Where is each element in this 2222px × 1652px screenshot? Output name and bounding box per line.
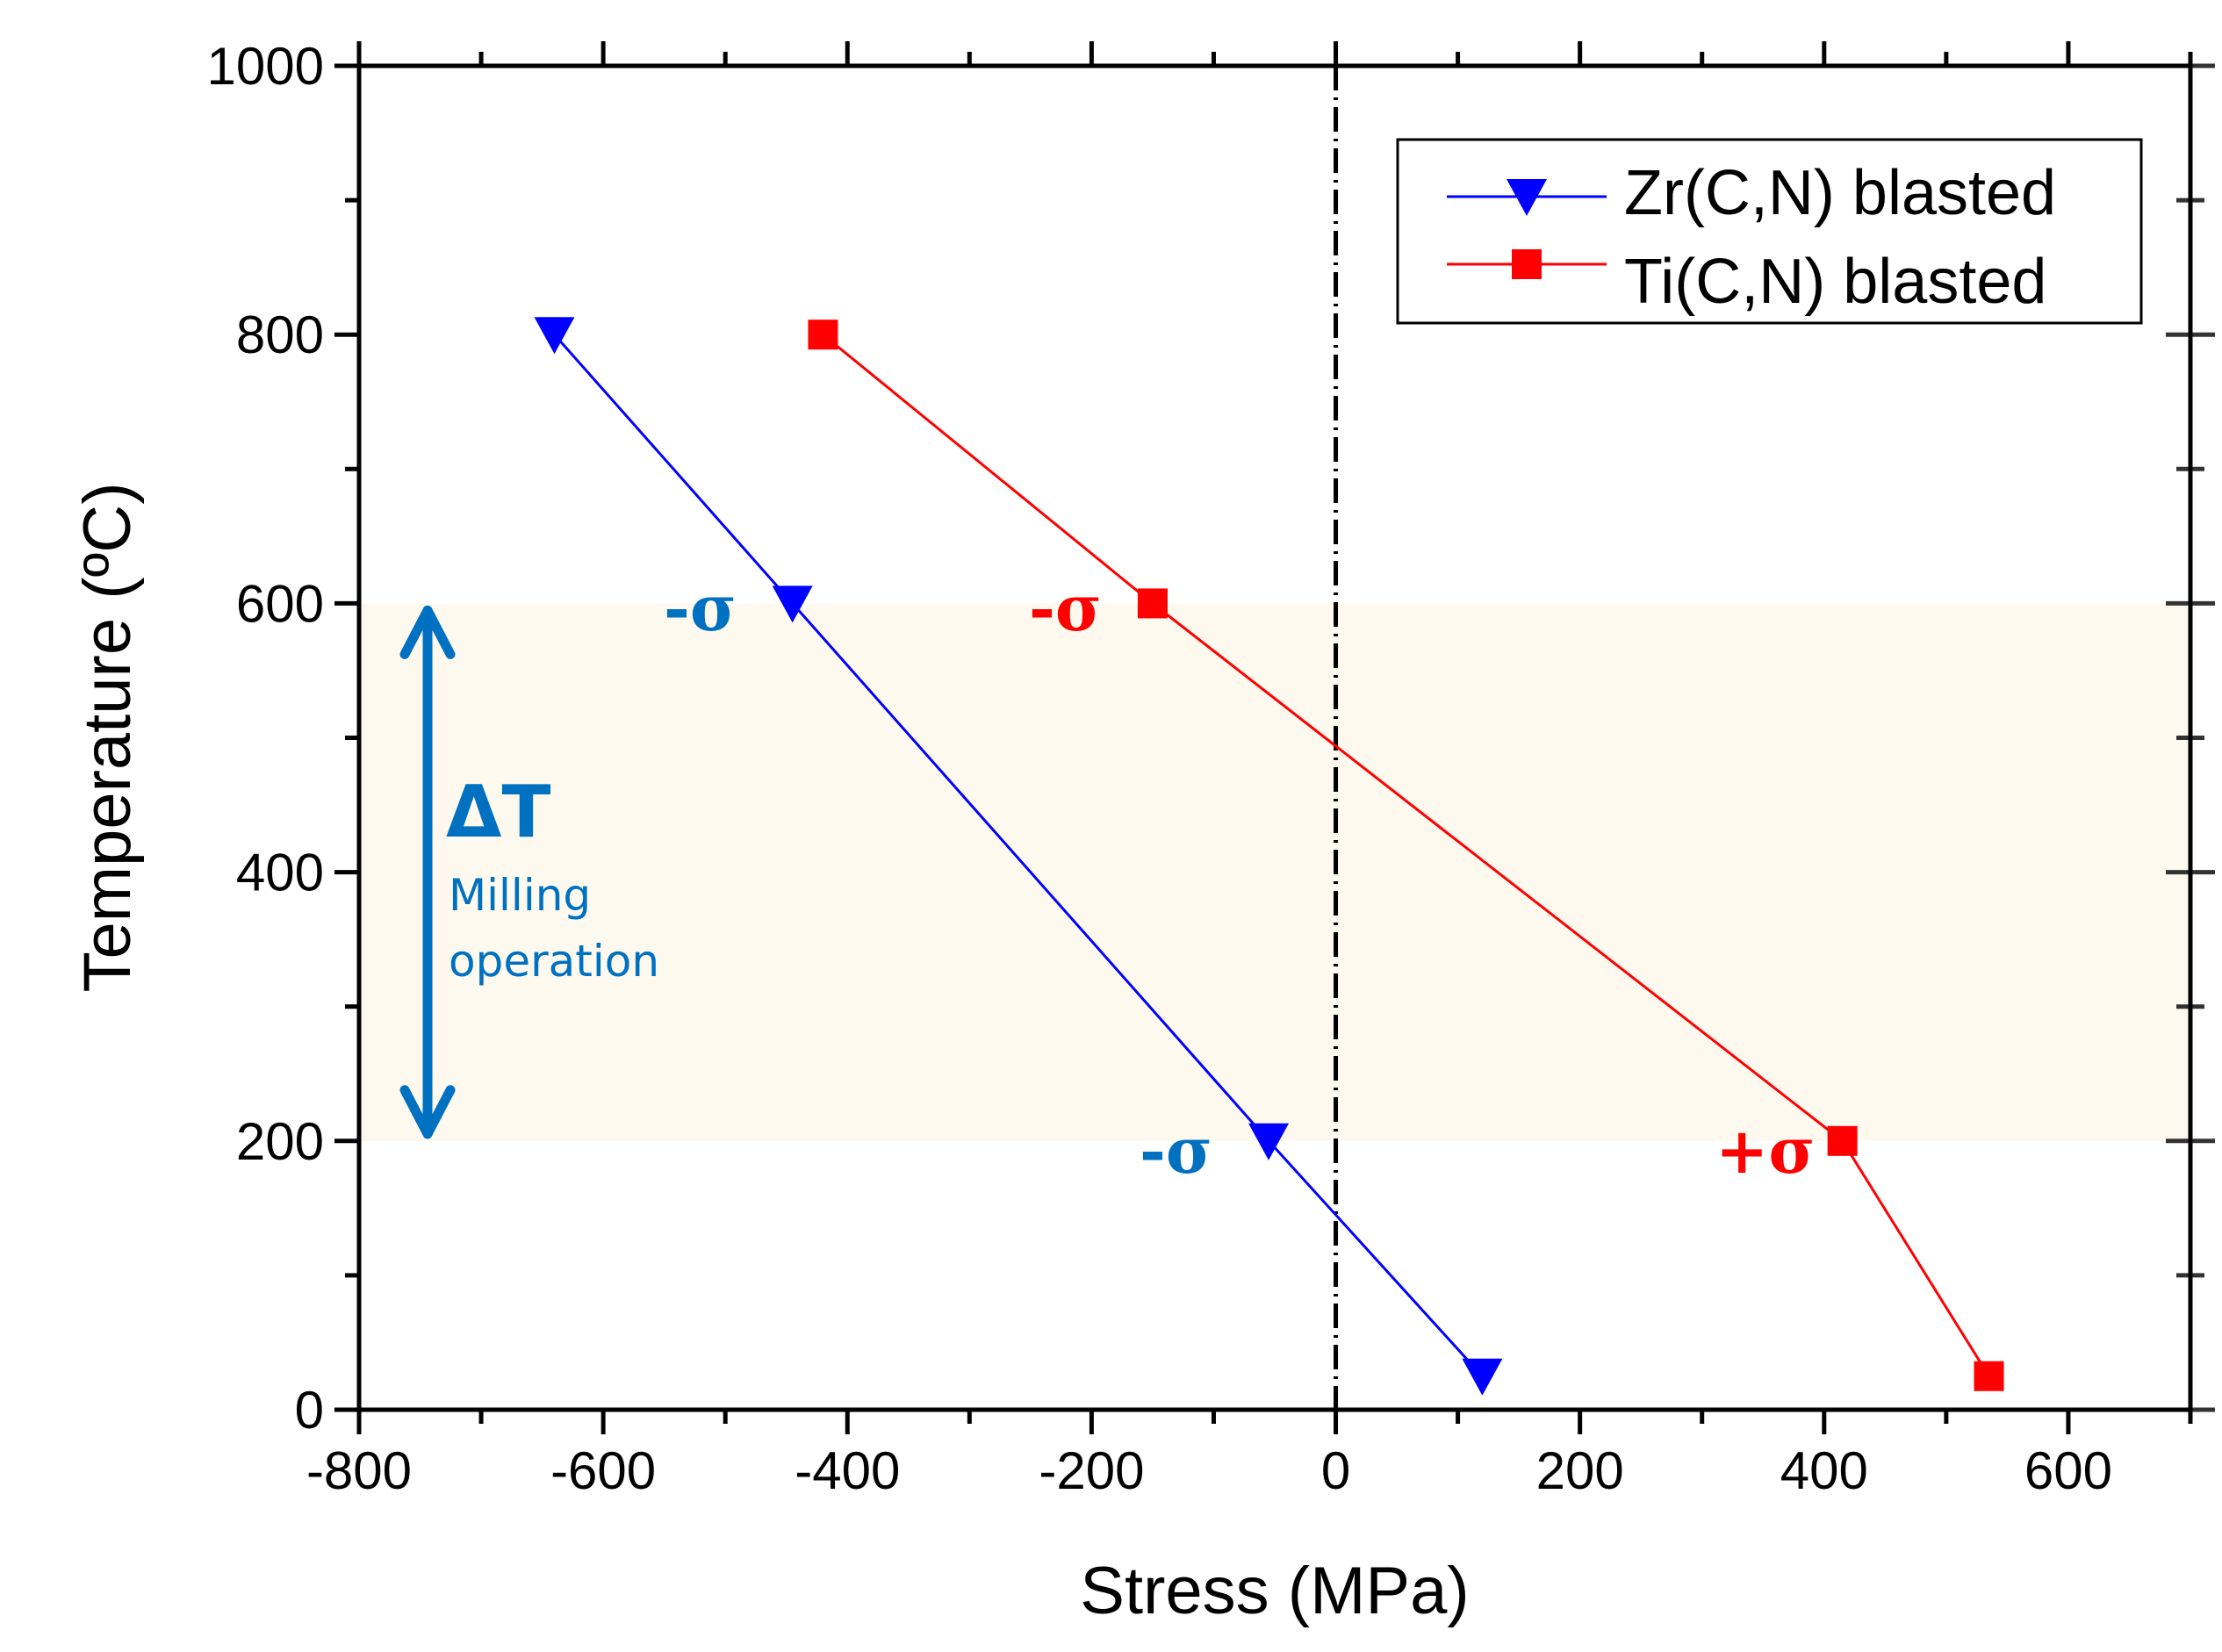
delta-t-arrow bbox=[399, 605, 456, 1139]
data-point bbox=[1462, 1358, 1503, 1396]
y-tick-label: 1000 bbox=[207, 37, 324, 96]
legend-marker-triangle-down-icon bbox=[1507, 179, 1547, 216]
y-tick-label: 600 bbox=[236, 574, 324, 633]
y-tick-label: 800 bbox=[236, 305, 324, 364]
data-point bbox=[1137, 588, 1168, 619]
ti-200-stress-sign: +σ bbox=[1715, 1113, 1815, 1188]
x-tick-label: 600 bbox=[2024, 1441, 2112, 1500]
legend-label-zr: Zr(C,N) blasted bbox=[1624, 158, 2056, 228]
y-tick-label: 0 bbox=[295, 1381, 324, 1440]
series-zr-cn bbox=[534, 317, 1503, 1396]
data-point bbox=[1974, 1361, 2004, 1391]
plot-frame bbox=[356, 63, 2193, 1412]
series-ti-cn bbox=[808, 320, 2004, 1391]
series-line bbox=[553, 334, 1484, 1377]
legend: Zr(C,N) blasted Ti(C,N) blasted bbox=[1396, 138, 2143, 325]
x-axis-title: Stress (MPa) bbox=[1080, 1554, 1469, 1628]
x-tick-label: 0 bbox=[1321, 1441, 1350, 1500]
zr-200-stress-sign: -σ bbox=[1140, 1113, 1212, 1188]
operation-label: operation bbox=[449, 936, 659, 987]
data-point bbox=[1248, 1123, 1290, 1160]
y-axis-title: Temperature (ºC) bbox=[70, 482, 145, 992]
data-point bbox=[1827, 1125, 1858, 1156]
y-tick-label: 400 bbox=[236, 844, 324, 902]
data-point bbox=[534, 317, 575, 355]
x-tick-label: -600 bbox=[550, 1441, 656, 1500]
data-point bbox=[808, 320, 838, 350]
ti-600-stress-sign: -σ bbox=[1029, 571, 1102, 645]
data-point bbox=[772, 585, 813, 623]
delta-t-label: ΔT bbox=[446, 771, 550, 854]
y-tick-label: 200 bbox=[236, 1112, 324, 1171]
x-tick-label: 200 bbox=[1536, 1441, 1624, 1500]
x-tick-label: -800 bbox=[306, 1441, 412, 1500]
series-line bbox=[822, 334, 1990, 1377]
legend-box bbox=[1396, 138, 2143, 325]
milling-label: Milling bbox=[449, 870, 591, 921]
arrow-head-down-icon bbox=[399, 1085, 456, 1139]
x-tick-label: -200 bbox=[1039, 1441, 1144, 1500]
arrow-head-up-icon bbox=[399, 605, 456, 659]
series-layer bbox=[534, 317, 2004, 1396]
x-tick-label: -400 bbox=[795, 1441, 900, 1500]
axis-ticks: -800 -600 -400 -200 0 200 400 600 0 200 400 600 800 1… bbox=[207, 37, 2215, 1500]
zr-600-stress-sign: -σ bbox=[664, 571, 737, 645]
x-tick-label: 400 bbox=[1780, 1441, 1868, 1500]
legend-marker-square-icon bbox=[1512, 249, 1542, 279]
milling-temperature-band bbox=[359, 603, 2190, 1141]
legend-label-ti: Ti(C,N) blasted bbox=[1624, 247, 2046, 317]
